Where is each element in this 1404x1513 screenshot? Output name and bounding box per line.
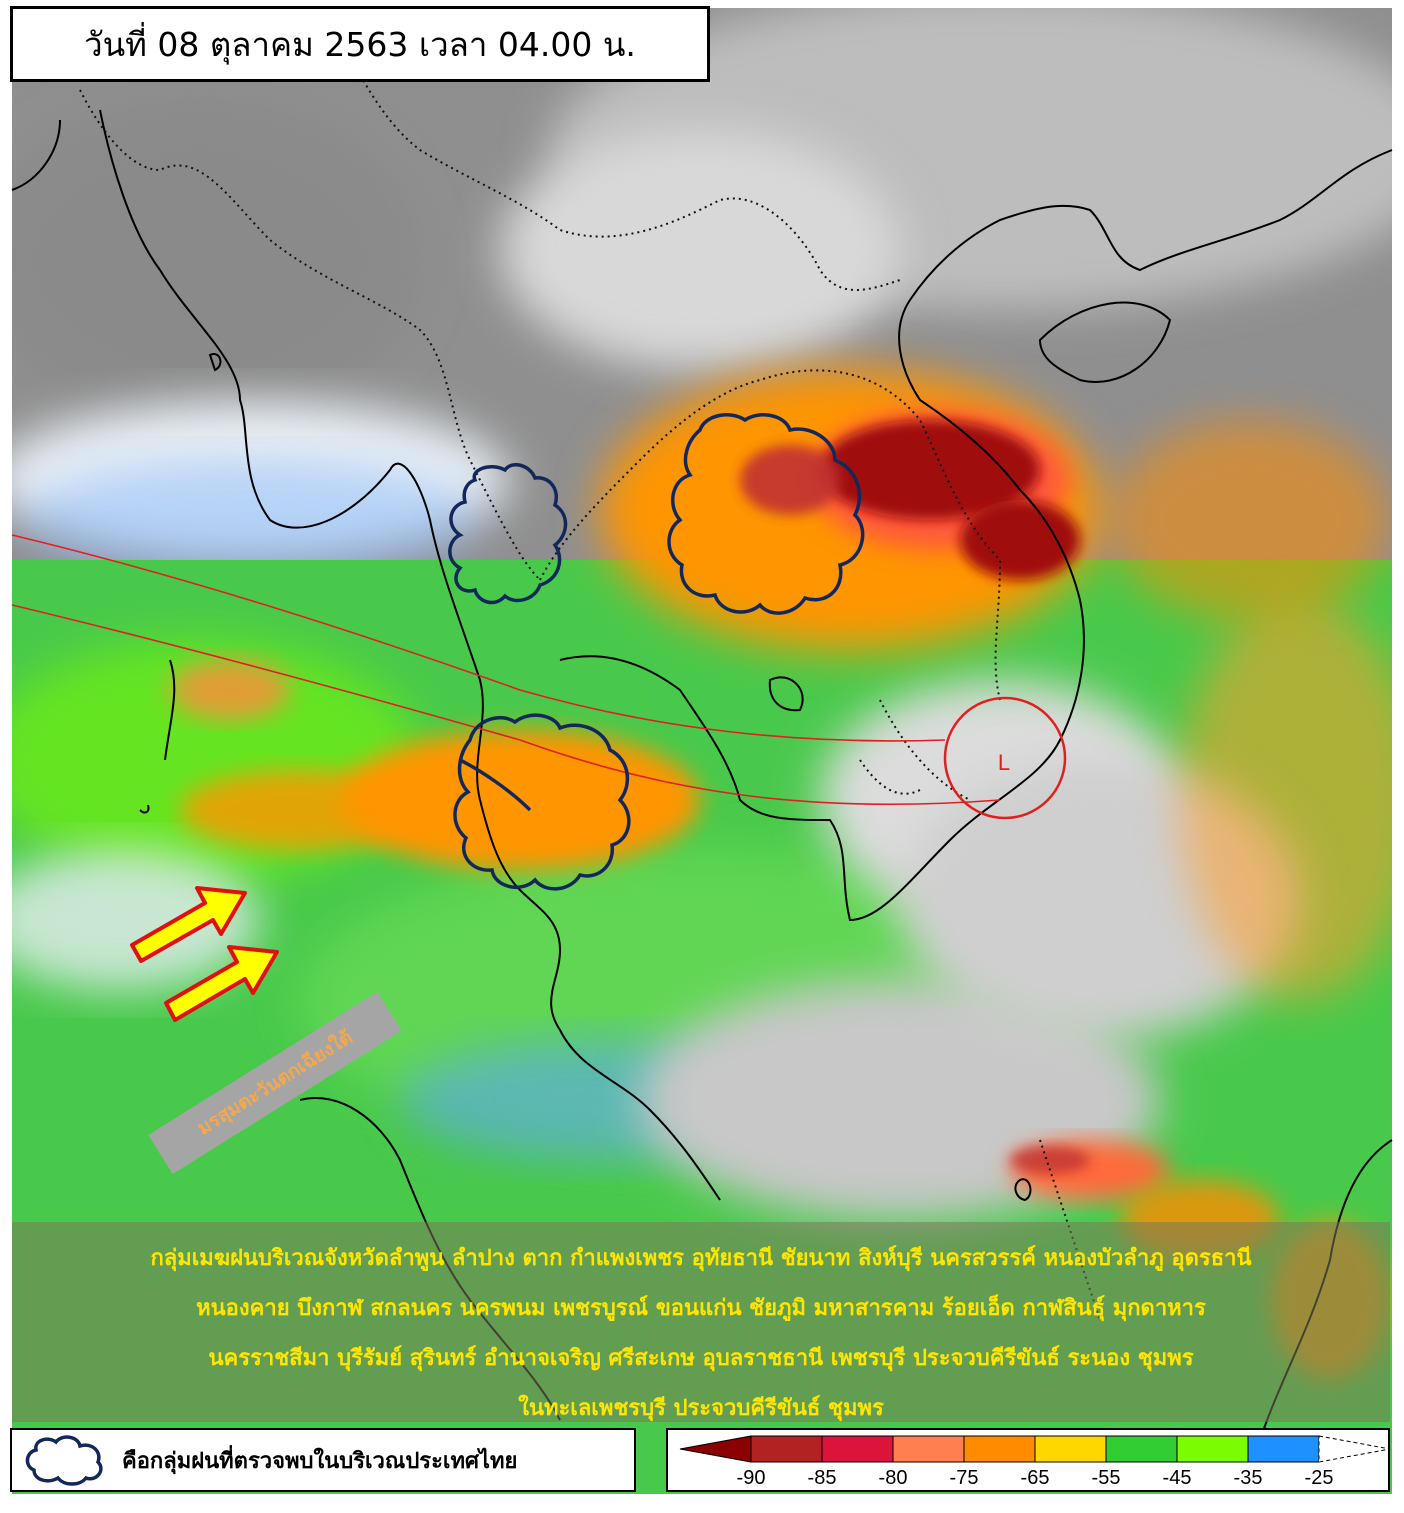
rain-description: กลุ่มเมฆฝนบริเวณจังหวัดลำพูน ลำปาง ตาก ก… [12,1222,1390,1422]
scale-label: -65 [1021,1467,1050,1489]
monsoon-arrows [130,886,279,1022]
low-pressure-circle [943,696,1067,820]
rain-cluster-central [453,713,631,891]
rain-cluster-north [448,462,568,605]
color-scale: -90 -85 -80 -75 -65 -55 -45 -35 -25 [679,1435,1391,1489]
scale-label: -45 [1163,1467,1192,1489]
description-line-3: นครราชสีมา บุรีรัมย์ สุรินทร์ อำนาจเจริญ… [208,1346,1194,1371]
scale-swatch [750,1435,823,1463]
description-line-1: กลุ่มเมฆฝนบริเวณจังหวัดลำพูน ลำปาง ตาก ก… [150,1246,1252,1271]
description-line-2: หนองคาย บึงกาฬ สกลนคร นครพนม เพชรบูรณ์ ข… [196,1296,1206,1321]
monsoon-arrow-lower [164,945,279,1022]
trough-line-upper [11,534,946,742]
scale-label: -55 [1092,1467,1121,1489]
monsoon-arrow-upper [130,886,247,963]
cloud-legend-label: คือกลุ่มฝนที่ตรวจพบในบริเวณประเทศไทย [122,1448,518,1474]
cloud-icon [25,1435,103,1486]
rain-cluster-northeast [667,413,865,615]
scale-swatch [1318,1435,1391,1463]
date-title: วันที่ 08 ตุลาคม 2563 เวลา 04.00 น. [10,6,710,82]
scale-label: -90 [737,1467,766,1489]
scale-label: -85 [808,1467,837,1489]
cloud-legend: คือกลุ่มฝนที่ตรวจพบในบริเวณประเทศไทย [10,1428,636,1492]
scale-swatch [821,1435,894,1463]
scale-label: -75 [950,1467,979,1489]
rain-cluster-clouds [448,413,865,891]
description-line-4: ในทะเลเพชรบุรี ประจวบคีรีขันธ์ ชุมพร [518,1396,884,1421]
low-pressure-label: L [998,750,1010,775]
scale-swatch [1247,1435,1320,1463]
scale-swatch [892,1435,965,1463]
scale-swatch [1034,1435,1107,1463]
scale-swatch [963,1435,1036,1463]
scale-swatch [1176,1435,1249,1463]
color-scale-box: -90 -85 -80 -75 -65 -55 -45 -35 -25 [666,1428,1391,1492]
scale-swatch [679,1435,752,1463]
scale-label: -35 [1234,1467,1263,1489]
scale-label: -80 [879,1467,908,1489]
scale-label: -25 [1305,1467,1334,1489]
scale-swatch [1105,1435,1178,1463]
trough-line-lower [11,604,1001,806]
